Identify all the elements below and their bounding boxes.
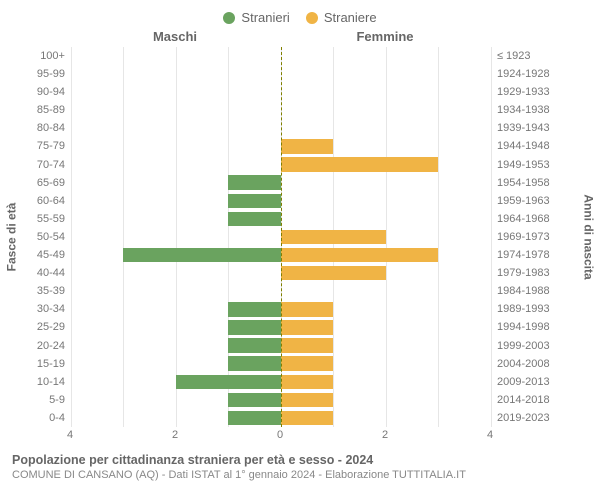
age-band-label: 50-54	[18, 228, 65, 246]
age-band-label: 5-9	[18, 391, 65, 409]
age-band-label: 30-34	[18, 300, 65, 318]
header-male: Maschi	[153, 29, 197, 44]
birth-year-label: 1974-1978	[497, 246, 562, 264]
legend-item-male: Stranieri	[223, 10, 289, 25]
birth-year-label: 1994-1998	[497, 318, 562, 336]
birth-year-label: 1929-1933	[497, 83, 562, 101]
bar-male	[123, 248, 281, 262]
birth-year-label: 2009-2013	[497, 373, 562, 391]
footer: Popolazione per cittadinanza straniera p…	[0, 445, 600, 481]
birth-year-label: 2004-2008	[497, 355, 562, 373]
y-axis-label-right: Anni di nascita	[582, 29, 596, 445]
x-axis: 4 2 0 2 4	[18, 427, 562, 445]
x-axis-tick: 2	[382, 429, 388, 441]
chart-body: 100+95-9990-9485-8980-8475-7970-7465-696…	[18, 47, 562, 427]
zero-axis	[281, 47, 491, 427]
age-band-label: 65-69	[18, 174, 65, 192]
legend-label-female: Straniere	[324, 10, 377, 25]
bar-male	[228, 356, 281, 370]
birth-year-label: 1959-1963	[497, 192, 562, 210]
age-band-label: 100+	[18, 47, 65, 65]
birth-year-label: 1984-1988	[497, 282, 562, 300]
birth-year-label: 1924-1928	[497, 65, 562, 83]
x-axis-tick: 4	[67, 429, 73, 441]
bar-male	[228, 175, 281, 189]
column-headers: Maschi Femmine	[0, 29, 600, 47]
legend: Stranieri Straniere	[0, 0, 600, 29]
footer-subtitle: COMUNE DI CANSANO (AQ) - Dati ISTAT al 1…	[12, 469, 588, 481]
birth-year-label: 1954-1958	[497, 174, 562, 192]
birth-year-label: 1949-1953	[497, 156, 562, 174]
age-band-label: 15-19	[18, 355, 65, 373]
legend-label-male: Stranieri	[241, 10, 289, 25]
birth-year-label: 1944-1948	[497, 137, 562, 155]
bar-male	[228, 194, 281, 208]
legend-item-female: Straniere	[306, 10, 377, 25]
age-band-label: 55-59	[18, 210, 65, 228]
age-band-label: 60-64	[18, 192, 65, 210]
age-band-label: 25-29	[18, 318, 65, 336]
birth-year-label: 1999-2003	[497, 337, 562, 355]
bar-male	[176, 375, 281, 389]
bar-male	[228, 212, 281, 226]
age-band-label: 85-89	[18, 101, 65, 119]
age-band-label: 80-84	[18, 119, 65, 137]
age-band-label: 75-79	[18, 137, 65, 155]
header-female: Femmine	[356, 29, 413, 44]
age-band-label: 70-74	[18, 156, 65, 174]
age-band-label: 40-44	[18, 264, 65, 282]
birth-year-label: ≤ 1923	[497, 47, 562, 65]
birth-year-label: 1939-1943	[497, 119, 562, 137]
birth-year-label: 1969-1973	[497, 228, 562, 246]
legend-swatch-female	[306, 12, 318, 24]
x-axis-tick: 2	[172, 429, 178, 441]
birth-year-label: 2019-2023	[497, 409, 562, 427]
birth-year-label: 1989-1993	[497, 300, 562, 318]
bar-male	[228, 302, 281, 316]
age-band-label: 0-4	[18, 409, 65, 427]
age-band-label: 10-14	[18, 373, 65, 391]
age-band-label: 45-49	[18, 246, 65, 264]
birth-year-label: 1964-1968	[497, 210, 562, 228]
birth-year-label: 2014-2018	[497, 391, 562, 409]
footer-title: Popolazione per cittadinanza straniera p…	[12, 453, 588, 467]
y-axis-label-left: Fasce di età	[4, 29, 18, 445]
x-axis-tick: 4	[487, 429, 493, 441]
plot-area: Fasce di età Anni di nascita Maschi Femm…	[0, 29, 600, 445]
age-band-label: 95-99	[18, 65, 65, 83]
age-band-label: 20-24	[18, 337, 65, 355]
age-band-label: 90-94	[18, 83, 65, 101]
age-band-labels: 100+95-9990-9485-8980-8475-7970-7465-696…	[18, 47, 71, 427]
bar-male	[228, 411, 281, 425]
birth-year-label: 1934-1938	[497, 101, 562, 119]
population-pyramid	[71, 47, 491, 427]
legend-swatch-male	[223, 12, 235, 24]
age-band-label: 35-39	[18, 282, 65, 300]
bar-male	[228, 320, 281, 334]
birth-year-label: 1979-1983	[497, 264, 562, 282]
birth-year-labels: ≤ 19231924-19281929-19331934-19381939-19…	[491, 47, 562, 427]
x-axis-tick: 0	[277, 429, 283, 441]
bar-male	[228, 393, 281, 407]
bar-male	[228, 338, 281, 352]
